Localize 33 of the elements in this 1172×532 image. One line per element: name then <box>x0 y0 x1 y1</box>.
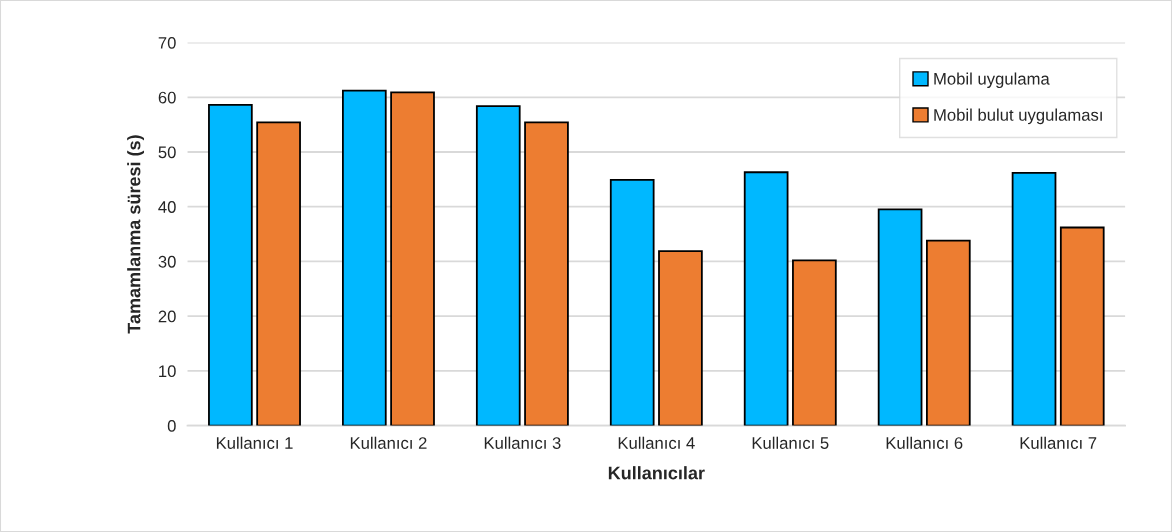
bar <box>1011 171 1057 426</box>
x-tick-label: Kullanıcı 4 <box>618 436 695 449</box>
y-tick-label: 60 <box>158 91 176 104</box>
bar <box>658 250 703 426</box>
legend-label: Mobil bulut uygulaması <box>934 108 1102 125</box>
bar <box>1059 226 1105 426</box>
y-tick-label: 0 <box>167 420 176 432</box>
bar <box>743 171 789 426</box>
x-tick-label: Kullanıcı 2 <box>350 436 427 449</box>
bar <box>341 89 387 426</box>
bar <box>475 105 521 426</box>
bar <box>609 179 655 426</box>
x-tick-label: Kullanıcı 6 <box>886 436 963 449</box>
y-tick-label: 40 <box>158 201 176 213</box>
bar <box>524 121 569 426</box>
y-tick-label: 70 <box>158 36 176 49</box>
bar <box>208 104 253 426</box>
y-tick-label: 50 <box>158 146 176 159</box>
y-tick-label: 20 <box>158 310 176 323</box>
bar <box>925 239 971 426</box>
y-axis-title: Tamamlanma süresi (s) <box>127 135 144 334</box>
y-tick-label: 30 <box>158 255 176 268</box>
bar <box>877 208 923 426</box>
x-axis-title: Kullanıcılar <box>608 466 705 480</box>
bar <box>390 91 435 426</box>
x-tick-label: Kullanıcı 1 <box>216 436 293 449</box>
x-tick-label: Kullanıcı 3 <box>484 436 561 449</box>
bar <box>256 121 301 426</box>
bar <box>792 259 837 426</box>
legend-label: Mobil uygulama <box>934 72 1050 89</box>
y-tick-label: 10 <box>159 365 176 378</box>
x-tick-label: Kullanıcı 5 <box>752 436 829 449</box>
x-tick-label: Kullanıcı 7 <box>1020 436 1097 449</box>
